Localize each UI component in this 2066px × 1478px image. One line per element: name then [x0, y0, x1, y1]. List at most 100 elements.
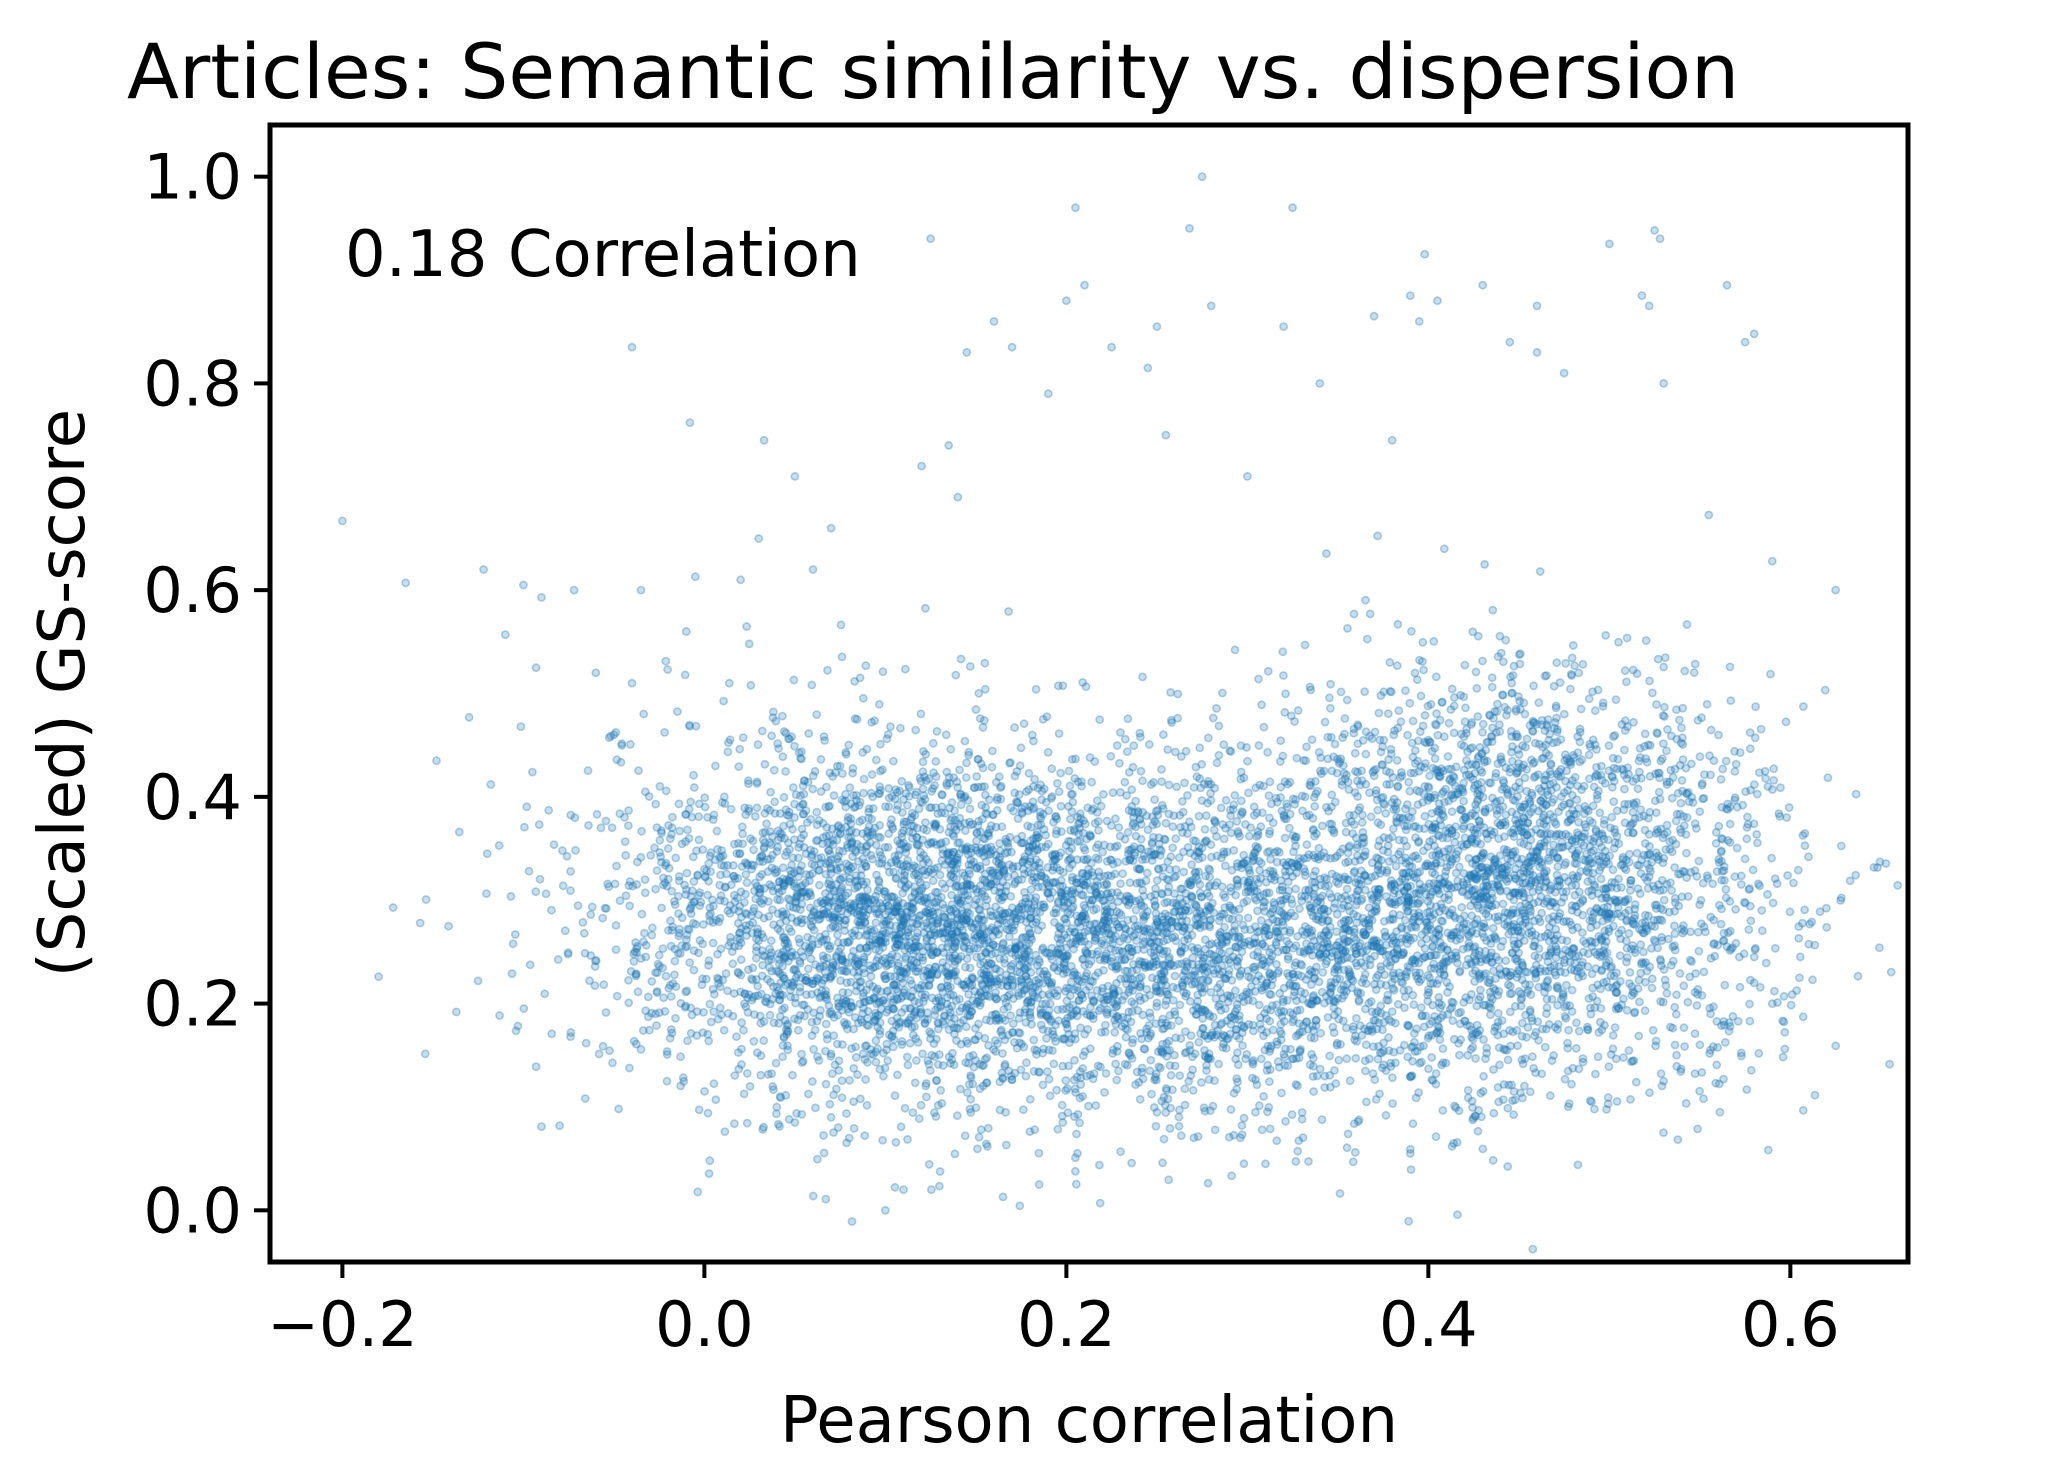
- data-point: [1379, 833, 1389, 842]
- data-point: [834, 903, 843, 913]
- data-point: [715, 880, 725, 890]
- data-point: [670, 956, 680, 966]
- data-point: [666, 916, 675, 926]
- data-point: [662, 881, 672, 891]
- data-point: [1429, 637, 1439, 646]
- data-point: [1447, 684, 1457, 694]
- data-point: [670, 970, 679, 980]
- data-point: [671, 853, 681, 863]
- data-point: [904, 780, 913, 790]
- data-point: [646, 851, 656, 860]
- data-point: [1043, 839, 1053, 849]
- data-point: [1392, 661, 1402, 671]
- data-point: [803, 964, 813, 974]
- data-point: [1565, 780, 1575, 790]
- data-point: [1601, 631, 1611, 640]
- data-point: [624, 821, 633, 830]
- data-point: [1614, 874, 1623, 884]
- data-point: [747, 974, 756, 984]
- data-point: [1632, 848, 1642, 858]
- data-point: [1360, 961, 1370, 971]
- data-point: [1810, 1090, 1820, 1100]
- data-point: [1601, 857, 1611, 867]
- data-point: [1136, 834, 1146, 844]
- data-point: [724, 738, 733, 748]
- data-point: [611, 921, 621, 930]
- data-point: [1675, 969, 1685, 978]
- data-point: [1694, 856, 1704, 866]
- data-point: [1617, 764, 1627, 774]
- data-point: [1445, 982, 1454, 991]
- data-point: [1056, 801, 1066, 811]
- data-point: [1706, 725, 1716, 735]
- data-point: [783, 1045, 793, 1055]
- data-point: [1120, 834, 1130, 844]
- data-point: [900, 664, 910, 674]
- data-point: [935, 1167, 945, 1176]
- data-point: [797, 754, 806, 764]
- data-point: [896, 1122, 906, 1132]
- data-point: [1311, 1016, 1321, 1025]
- data-point: [1527, 1016, 1537, 1026]
- data-point: [1308, 825, 1318, 834]
- data-point: [1592, 920, 1601, 930]
- data-point: [1316, 1028, 1326, 1038]
- data-point: [791, 973, 801, 983]
- data-point: [1640, 825, 1650, 835]
- data-point: [1208, 713, 1218, 723]
- data-point: [1509, 1110, 1518, 1120]
- data-point: [1780, 1044, 1790, 1054]
- data-point: [1150, 901, 1160, 911]
- data-point: [1254, 741, 1264, 750]
- data-point: [1715, 1107, 1725, 1117]
- data-point: [1410, 958, 1420, 968]
- data-point: [1506, 981, 1515, 991]
- data-point: [1487, 830, 1497, 839]
- data-point: [1110, 842, 1120, 852]
- data-point: [1502, 1045, 1512, 1055]
- data-point: [711, 761, 720, 771]
- data-point: [1428, 1076, 1438, 1085]
- data-point: [853, 1070, 862, 1079]
- data-point: [716, 891, 726, 900]
- data-point: [1229, 1130, 1239, 1140]
- data-point: [1100, 954, 1110, 963]
- data-point: [1783, 871, 1792, 880]
- data-point: [1361, 779, 1371, 789]
- data-point: [757, 726, 767, 736]
- data-point: [1690, 819, 1700, 829]
- data-point: [1473, 1126, 1483, 1136]
- data-point: [1630, 948, 1640, 957]
- data-point: [736, 955, 746, 965]
- data-point: [700, 802, 710, 812]
- data-point: [1515, 784, 1524, 794]
- data-point: [1596, 1004, 1606, 1013]
- data-point: [1545, 1091, 1555, 1101]
- data-point: [1808, 975, 1817, 985]
- data-point: [1529, 853, 1538, 862]
- data-point: [809, 1044, 818, 1054]
- data-point: [640, 888, 650, 898]
- data-point: [838, 998, 847, 1008]
- data-point: [1171, 834, 1181, 844]
- data-point: [1851, 789, 1861, 799]
- data-point: [1078, 1091, 1088, 1101]
- data-point: [1280, 1061, 1290, 1070]
- data-point: [1678, 740, 1688, 749]
- data-point: [444, 921, 453, 931]
- data-point: [1467, 926, 1477, 936]
- data-point: [1165, 1011, 1175, 1020]
- data-point: [897, 927, 906, 936]
- data-point: [1493, 1008, 1503, 1018]
- data-point: [1466, 811, 1475, 820]
- data-point: [911, 790, 920, 800]
- data-point: [1070, 969, 1080, 979]
- data-point: [1430, 719, 1440, 729]
- data-point: [794, 748, 804, 758]
- data-point: [1389, 968, 1398, 978]
- data-point: [1653, 729, 1662, 739]
- data-point: [1886, 967, 1896, 977]
- data-point: [1444, 718, 1454, 728]
- data-point: [1343, 624, 1352, 633]
- data-point: [1444, 881, 1454, 891]
